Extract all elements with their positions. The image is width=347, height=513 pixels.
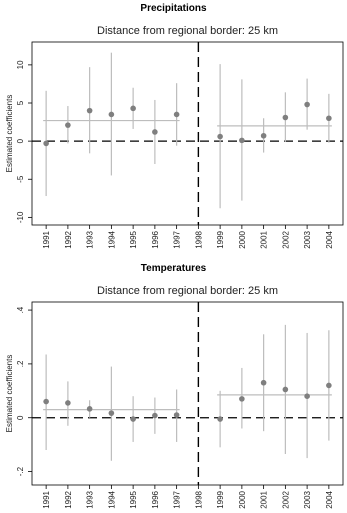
x-tick-label: 1991 <box>42 490 51 508</box>
data-point <box>86 406 93 412</box>
data-point <box>108 410 115 416</box>
x-tick-label: 1997 <box>173 230 182 248</box>
data-point <box>282 386 289 393</box>
x-tick-label: 1998 <box>194 490 203 508</box>
x-tick-label: 2003 <box>303 230 312 248</box>
x-tick-label: 2004 <box>325 490 334 508</box>
x-tick-label: 2002 <box>281 490 290 508</box>
data-point <box>282 114 289 121</box>
x-tick-label: 1992 <box>64 490 73 508</box>
x-tick-label: 1994 <box>107 490 116 508</box>
x-tick-label: 2001 <box>260 230 269 248</box>
x-tick-label: 1999 <box>216 490 225 508</box>
panel-heading-temperatures: Temperatures <box>140 263 207 274</box>
x-tick-label: 1992 <box>64 230 73 248</box>
data-point <box>173 111 180 118</box>
data-point <box>217 133 223 140</box>
panel-heading-precipitations: Precipitations <box>140 3 207 14</box>
x-tick-label: 1996 <box>151 230 160 248</box>
x-tick-label: 1993 <box>86 230 95 248</box>
y-tick-label: 0 <box>16 415 25 420</box>
x-tick-label: 1994 <box>107 230 116 248</box>
y-tick-label: 0 <box>16 138 25 143</box>
x-tick-label: 1993 <box>86 490 95 508</box>
x-tick-label: 1997 <box>173 490 182 508</box>
data-point <box>239 137 245 144</box>
data-point <box>217 416 223 422</box>
x-tick-label: 2004 <box>325 230 334 248</box>
y-tick-label: 10 <box>16 60 25 69</box>
x-tick-label: 1995 <box>129 490 138 508</box>
data-point <box>239 396 245 402</box>
y-tick-label: -5 <box>16 175 25 183</box>
y-tick-label: .2 <box>16 360 25 367</box>
chart-title: Distance from regional border: 25 km <box>97 285 278 297</box>
data-point <box>260 132 267 139</box>
data-point <box>304 101 310 108</box>
plot-frame <box>31 41 344 226</box>
x-tick-label: 2002 <box>281 230 290 248</box>
chart-title: Distance from regional border: 25 km <box>97 25 278 37</box>
data-point <box>130 105 136 112</box>
precipitation-chart: Distance from regional border: 25 km -10 -… <box>5 25 344 249</box>
data-point <box>65 122 71 128</box>
data-point <box>86 107 93 114</box>
plot-frame <box>31 301 344 486</box>
data-point <box>304 393 310 399</box>
x-tick-label: 1995 <box>129 230 138 248</box>
x-tick-label: 1996 <box>151 490 160 508</box>
y-tick-label: .4 <box>16 306 25 313</box>
data-point <box>130 416 136 422</box>
x-tick-label: 1999 <box>216 230 225 248</box>
x-tick-label: 2001 <box>260 490 269 508</box>
data-point <box>173 412 180 418</box>
data-point <box>326 115 332 122</box>
x-tick-label: 1998 <box>194 230 203 248</box>
x-tick-label: 2000 <box>238 490 247 508</box>
y-axis-label: Estimated coefficients <box>5 95 14 173</box>
x-tick-label: 2003 <box>303 490 312 508</box>
data-point <box>260 379 267 386</box>
data-point <box>326 382 332 389</box>
data-point <box>152 129 158 135</box>
data-point <box>152 412 158 419</box>
x-tick-label: 2000 <box>238 230 247 248</box>
y-tick-label: -10 <box>16 211 25 223</box>
data-point <box>108 111 115 118</box>
temperature-chart: Distance from regional border: 25 km -.2 0… <box>5 285 344 509</box>
y-axis-label: Estimated coefficients <box>5 355 14 433</box>
data-point <box>43 398 49 405</box>
data-point <box>65 400 71 406</box>
x-tick-label: 1991 <box>42 230 51 248</box>
data-point <box>43 140 49 147</box>
y-tick-label: -.2 <box>16 466 25 476</box>
y-tick-label: 5 <box>16 100 25 105</box>
